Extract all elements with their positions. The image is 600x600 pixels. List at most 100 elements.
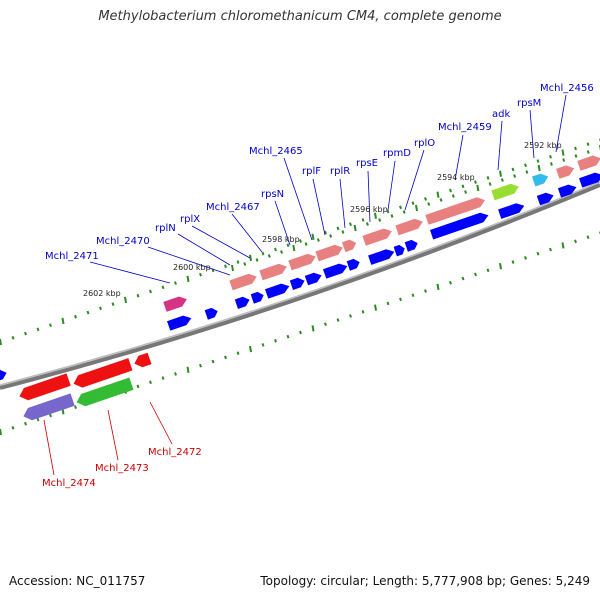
tick-mark: [286, 334, 290, 339]
tick-mark: [474, 272, 477, 277]
tick-marks: [0, 138, 600, 436]
tick-mark: [186, 275, 190, 283]
reverse-gene: [19, 373, 71, 401]
tick-mark: [274, 247, 277, 252]
tick-mark: [224, 264, 227, 269]
tick-mark: [61, 317, 65, 325]
tick-mark: [261, 251, 265, 256]
tick-mark: [513, 174, 517, 178]
tick-mark: [411, 293, 415, 298]
tick-mark: [149, 380, 152, 385]
cds-arrow: [250, 291, 264, 304]
cds-arrow: [234, 296, 250, 309]
backbone-line: [0, 183, 600, 390]
tick-mark: [255, 258, 259, 262]
cds-arrow: [498, 203, 525, 219]
gene-label: Mchl_2472: [148, 447, 202, 458]
tick-mark: [424, 197, 427, 201]
leader-line: [149, 401, 173, 445]
feature-block: [555, 164, 575, 180]
feature-block: [490, 183, 520, 202]
tick-mark: [236, 260, 240, 264]
topology-text: Topology: circular; Length: 5,777,908 bp…: [260, 574, 590, 588]
tick-mark: [111, 302, 115, 306]
genome-backbone: [0, 181, 600, 390]
tick-mark: [451, 194, 455, 198]
cds-arrow: [430, 212, 489, 240]
tick-mark: [304, 242, 308, 246]
gene-label: rplO: [414, 138, 435, 149]
tick-mark: [486, 176, 490, 180]
tick-mark: [390, 214, 394, 218]
gene-label: rpmD: [383, 148, 411, 159]
cds-arrow: [167, 315, 192, 331]
gene-label: Mchl_2459: [438, 122, 492, 133]
leader-line: [454, 134, 464, 181]
leader-line: [339, 178, 346, 229]
reverse-gene: [76, 377, 134, 407]
tick-mark: [136, 384, 140, 389]
gene-label: rplF: [302, 166, 321, 177]
tick-mark: [341, 230, 345, 234]
tick-mark: [316, 238, 320, 242]
tick-mark: [574, 239, 577, 244]
tick-mark: [476, 184, 480, 192]
tick-mark: [386, 209, 390, 214]
cds-arrow: [536, 192, 554, 206]
feature-block: [228, 273, 258, 292]
tick-mark: [349, 314, 352, 318]
tick-mark: [267, 254, 271, 258]
kbp-label: 2600 kbp: [173, 263, 211, 272]
tick-mark: [461, 184, 465, 189]
gene-label: Mchl_2471: [45, 251, 99, 262]
feature-block: [576, 154, 600, 172]
leader-line: [107, 409, 119, 461]
leader-line: [177, 233, 231, 266]
tick-mark: [161, 376, 165, 380]
gene-label: rpsE: [356, 158, 378, 169]
tick-mark: [586, 142, 590, 147]
tick-mark: [574, 146, 577, 151]
cds-arrow: [304, 272, 322, 286]
tick-mark: [186, 366, 190, 373]
leader-line: [191, 225, 251, 259]
cds-arrow: [579, 172, 600, 188]
leader-line: [231, 213, 263, 253]
tick-mark: [353, 224, 357, 232]
leader-line: [274, 200, 291, 246]
tick-mark: [74, 405, 77, 409]
tick-mark: [399, 205, 402, 210]
tick-mark: [436, 283, 440, 291]
feature-block: [341, 238, 358, 253]
tick-mark: [311, 325, 315, 332]
tick-mark: [524, 163, 527, 168]
feature-blocks: [162, 154, 600, 313]
tick-mark: [86, 310, 90, 315]
gene-label: Mchl_2465: [249, 146, 303, 157]
tick-mark: [499, 263, 502, 270]
label-leaders: [43, 94, 567, 476]
tick-mark: [464, 190, 468, 194]
leader-line: [283, 157, 313, 241]
tick-mark: [402, 210, 406, 214]
tick-mark: [549, 162, 553, 166]
feature-block: [287, 253, 317, 272]
forward-gene-labels: Mchl_2471 Mchl_2470 rplN rplX Mchl_2467 …: [45, 83, 594, 262]
tick-mark: [11, 426, 15, 430]
tick-mark: [161, 285, 165, 290]
tick-mark: [574, 154, 578, 158]
tick-mark: [511, 167, 515, 172]
tick-mark: [199, 272, 202, 277]
kbp-label: 2602 kbp: [83, 289, 121, 298]
cds-arrow: [323, 263, 348, 279]
tick-mark: [549, 155, 552, 159]
leader-line: [89, 261, 171, 284]
tick-mark: [224, 355, 227, 360]
tick-mark: [174, 281, 177, 285]
tick-mark: [586, 150, 590, 154]
tick-mark: [243, 262, 247, 266]
kbp-labels: 2602 kbp 2600 kbp 2598 kbp 2596 kbp 2594…: [83, 141, 562, 298]
cds-arrow: [0, 369, 7, 381]
tick-mark: [249, 345, 252, 353]
tick-mark: [536, 159, 540, 163]
